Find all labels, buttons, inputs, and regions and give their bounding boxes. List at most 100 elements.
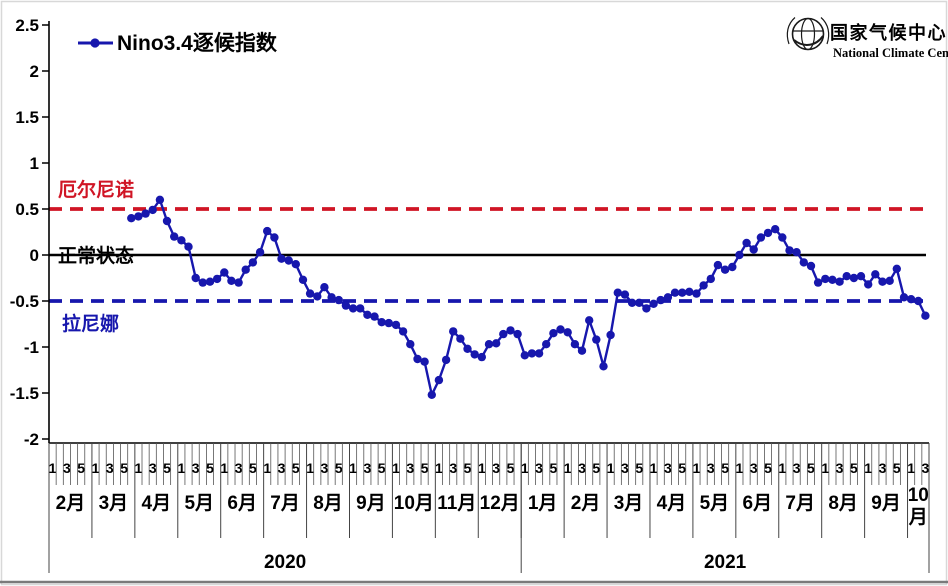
data-point [549, 329, 558, 338]
data-point [198, 278, 207, 287]
month-label: 4月 [142, 493, 172, 514]
data-point [577, 346, 587, 355]
y-tick-label: 2.5 [15, 16, 39, 35]
month-label: 5月 [700, 493, 730, 514]
data-point [713, 260, 723, 270]
data-point [334, 295, 343, 305]
data-point [184, 242, 193, 251]
pentad-label: 3 [664, 460, 672, 476]
pentad-label: 1 [864, 460, 872, 476]
data-point [520, 351, 529, 360]
month-label: 4月 [657, 493, 687, 514]
data-point [885, 276, 894, 285]
month-label: 8月 [313, 493, 343, 514]
pentad-label: 3 [621, 460, 629, 476]
data-point [892, 264, 901, 273]
data-point [542, 340, 551, 349]
pentad-label: 1 [607, 460, 615, 476]
pentad-label: 3 [836, 460, 844, 476]
data-point [556, 325, 565, 334]
data-point [406, 340, 415, 349]
y-tick-label: -1 [24, 338, 39, 357]
legend-marker [90, 38, 100, 48]
y-tick-label: 1 [30, 154, 39, 173]
y-tick-label: -1.5 [10, 384, 39, 403]
pentad-label: 3 [363, 460, 371, 476]
pentad-label: 3 [63, 460, 71, 476]
data-point [384, 318, 393, 328]
pentad-label: 1 [177, 460, 185, 476]
month-label: 2月 [571, 493, 601, 514]
pentad-label: 1 [693, 460, 701, 476]
data-point [685, 287, 694, 296]
data-point [599, 362, 608, 371]
pentad-label: 5 [592, 460, 600, 476]
month-label: 2月 [56, 493, 86, 514]
data-point [327, 293, 336, 302]
data-point [792, 248, 801, 257]
year-label: 2020 [264, 552, 306, 573]
data-point [785, 246, 794, 255]
pentad-label: 1 [49, 460, 57, 476]
data-point [778, 233, 787, 242]
data-point [613, 288, 622, 297]
data-point [728, 262, 737, 272]
pentad-label: 3 [793, 460, 801, 476]
data-point [492, 339, 501, 348]
data-point [763, 228, 773, 238]
pentad-label: 1 [349, 460, 357, 476]
y-tick-label: 1.5 [15, 108, 39, 127]
data-point [699, 281, 708, 290]
month-label: 9月 [356, 493, 386, 514]
pentad-label: 5 [163, 460, 171, 476]
month-label: 8月 [828, 493, 858, 514]
data-point [348, 304, 358, 313]
pentad-label: 1 [92, 460, 100, 476]
data-point [356, 304, 365, 313]
pentad-label: 3 [106, 460, 114, 476]
y-tick-label: 0 [30, 246, 39, 265]
y-tick-label: -0.5 [10, 292, 39, 311]
pentad-label: 5 [507, 460, 515, 476]
month-label: 5月 [184, 493, 214, 514]
data-point [871, 270, 880, 279]
pentad-label: 3 [449, 460, 457, 476]
pentad-label: 5 [807, 460, 815, 476]
pentad-label: 3 [879, 460, 887, 476]
data-point [635, 298, 644, 307]
month-label: 10 [908, 485, 929, 506]
data-point [212, 274, 222, 284]
data-point [771, 225, 780, 234]
ncc-name-en: National Climate Center [833, 46, 948, 60]
data-point [434, 375, 444, 385]
data-point [263, 226, 272, 236]
data-point [413, 354, 422, 364]
pentad-label: 1 [220, 460, 228, 476]
data-point [463, 344, 472, 353]
data-point [270, 233, 279, 242]
data-point [134, 212, 143, 221]
data-point [627, 298, 637, 307]
data-point [706, 274, 715, 284]
data-point [592, 335, 601, 344]
month-label: 7月 [785, 493, 815, 514]
data-point [234, 278, 243, 287]
month-label: 6月 [227, 493, 257, 514]
ncc-logo: 国家气候中心 National Climate Center [786, 17, 948, 60]
el-nino-label: 厄尔尼诺 [58, 178, 134, 201]
data-point [456, 334, 465, 343]
data-point [162, 216, 172, 226]
pentad-label: 1 [392, 460, 400, 476]
pentad-label: 5 [77, 460, 85, 476]
data-point [499, 329, 508, 339]
y-tick-label: 0.5 [15, 200, 39, 219]
data-point [534, 349, 544, 358]
month-label: 月 [908, 507, 928, 528]
data-point [391, 320, 401, 330]
la-nina-label: 拉尼娜 [62, 312, 119, 335]
data-point [735, 250, 744, 260]
data-point [813, 278, 823, 287]
pentad-label: 3 [149, 460, 157, 476]
